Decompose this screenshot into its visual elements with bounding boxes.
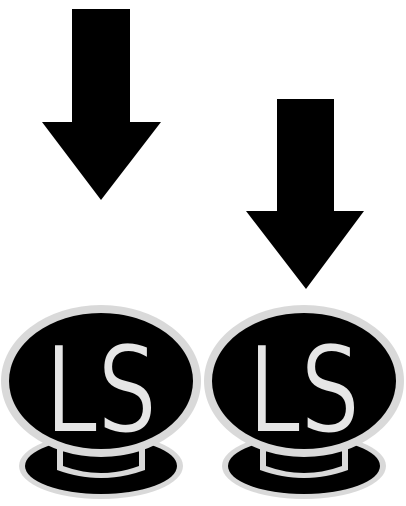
button-label: LS	[248, 322, 360, 461]
arrow-shape	[246, 99, 364, 289]
ls-stick-button-icon-left: LS	[1, 305, 201, 499]
button-cap	[9, 313, 193, 449]
down-arrow-icon-right	[246, 99, 364, 289]
ls-stick-button-icon-right: LS	[204, 305, 404, 499]
button-cap	[212, 313, 396, 449]
arrow-shape	[42, 9, 161, 200]
button-label: LS	[45, 322, 157, 461]
down-arrow-icon-left	[42, 9, 161, 200]
